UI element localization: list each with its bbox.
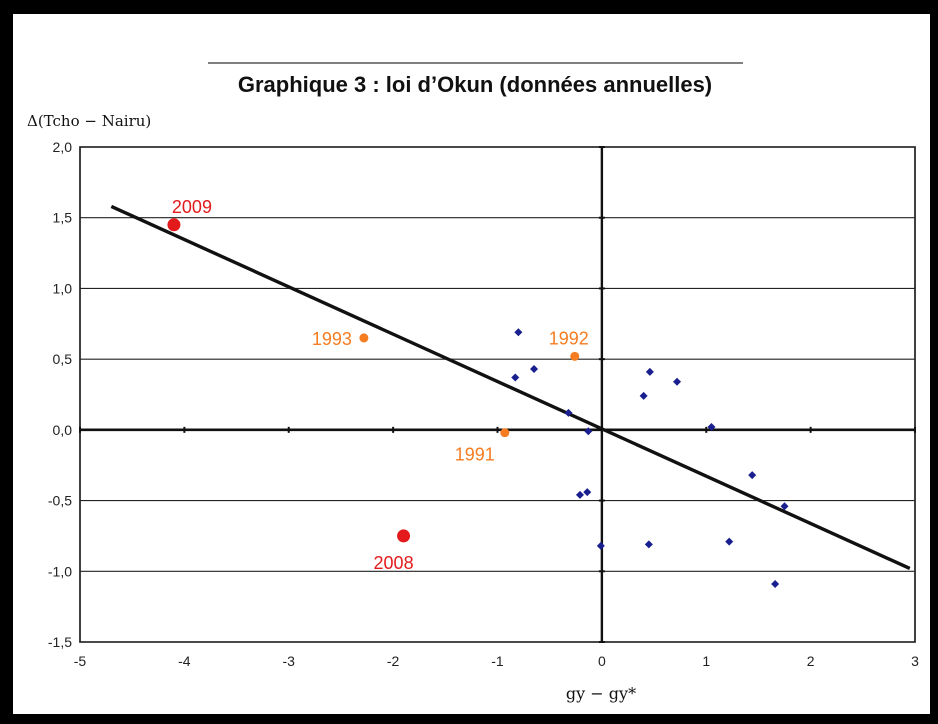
x-tick-label: 3 xyxy=(911,653,919,669)
x-tick-label: 1 xyxy=(702,653,710,669)
data-point xyxy=(564,408,573,417)
data-point xyxy=(584,427,593,436)
y-tick-label: 1,5 xyxy=(53,210,73,226)
data-point xyxy=(596,541,605,550)
okun-chart: Graphique 3 : loi d’Okun (données annuel… xyxy=(27,62,919,703)
x-tick-label: -5 xyxy=(74,653,87,669)
data-point xyxy=(639,391,648,400)
data-point xyxy=(511,373,520,382)
y-tick-label: -0,5 xyxy=(48,493,72,509)
x-tick-label: -3 xyxy=(283,653,296,669)
y-tick-label: -1,0 xyxy=(48,563,72,579)
x-axis-label: gy − gy* xyxy=(566,684,636,703)
highlight-point xyxy=(359,333,369,343)
y-tick-label: 1,0 xyxy=(53,280,73,296)
data-point xyxy=(575,490,584,499)
data-point xyxy=(530,365,539,374)
x-tick-labels: -5 -4 -3 -2 -1 0 1 2 3 xyxy=(74,653,919,669)
x-tick-label: -4 xyxy=(178,653,191,669)
plot-area xyxy=(79,146,916,643)
y-tick-label: 2,0 xyxy=(53,139,73,155)
point-annotations: 2009 2008 1993 1992 1991 xyxy=(172,197,589,573)
regression-line xyxy=(110,204,911,571)
y-axis-label: Δ(Tcho − Nairu) xyxy=(27,112,151,130)
data-point xyxy=(644,540,653,549)
x-tick-label: 2 xyxy=(807,653,815,669)
chart-title: Graphique 3 : loi d’Okun (données annuel… xyxy=(238,72,712,97)
highlight-point xyxy=(167,218,181,232)
highlight-point xyxy=(397,529,411,543)
data-point xyxy=(748,471,757,480)
data-point xyxy=(725,537,734,546)
highlight-point xyxy=(570,351,580,361)
data-point xyxy=(645,367,654,376)
highlight-point xyxy=(500,428,510,438)
data-points xyxy=(167,218,789,589)
y-tick-labels: 2,0 1,5 1,0 0,5 0,0 -0,5 -1,0 -1,5 xyxy=(48,139,72,650)
data-point xyxy=(583,488,592,497)
y-tick-label: -1,5 xyxy=(48,634,72,650)
chart-frame: Graphique 3 : loi d’Okun (données annuel… xyxy=(13,14,930,714)
regression-line-group xyxy=(110,204,911,571)
point-label: 2008 xyxy=(374,553,414,573)
y-tick-label: 0,0 xyxy=(53,422,73,438)
data-point xyxy=(514,328,523,337)
point-label: 1993 xyxy=(312,329,352,349)
data-point xyxy=(673,377,682,386)
data-point xyxy=(707,423,716,432)
point-label: 2009 xyxy=(172,197,212,217)
data-point xyxy=(771,580,780,589)
point-label: 1992 xyxy=(549,328,589,348)
y-tick-label: 0,5 xyxy=(53,351,73,367)
x-tick-label: -1 xyxy=(491,653,504,669)
data-point xyxy=(780,502,789,511)
point-label: 1991 xyxy=(455,445,495,465)
x-tick-label: 0 xyxy=(598,653,606,669)
x-tick-label: -2 xyxy=(387,653,400,669)
zero-axes xyxy=(79,146,916,643)
